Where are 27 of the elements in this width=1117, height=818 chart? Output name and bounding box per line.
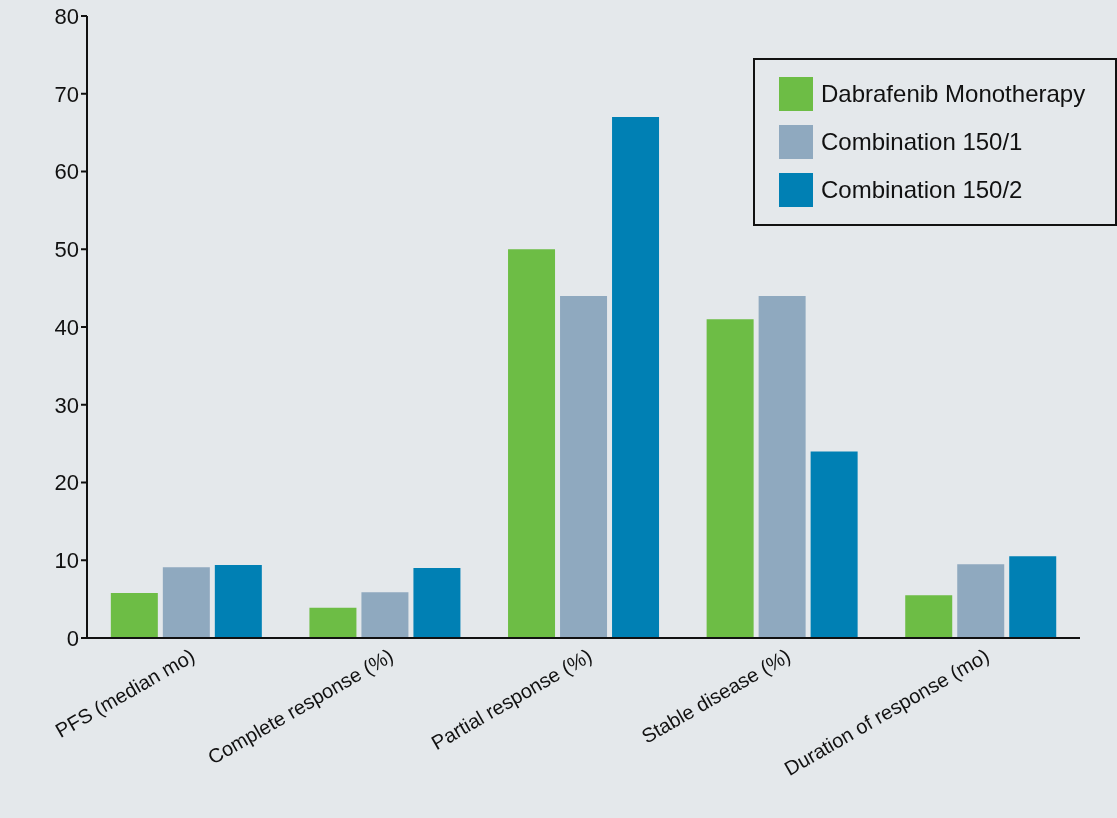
y-tick-label: 20 <box>54 470 79 496</box>
bar <box>560 295 608 638</box>
bar <box>810 451 858 638</box>
y-tick-label: 40 <box>54 314 79 340</box>
bar <box>508 249 556 638</box>
bar <box>905 595 953 638</box>
legend-label: Combination 150/1 <box>821 128 1023 156</box>
bar <box>612 117 660 638</box>
bar <box>361 592 409 638</box>
bar <box>162 567 210 638</box>
bar <box>214 564 262 638</box>
bar <box>110 592 158 638</box>
bar <box>1009 556 1057 638</box>
y-tick-label: 50 <box>54 237 79 263</box>
bar <box>413 568 461 638</box>
bar <box>309 607 357 638</box>
y-tick-label: 60 <box>54 159 79 185</box>
y-tick-label: 10 <box>54 548 79 574</box>
y-tick-label: 0 <box>66 625 79 651</box>
y-tick-label: 30 <box>54 392 79 418</box>
bar <box>706 319 754 638</box>
bar <box>758 295 806 638</box>
bar <box>957 564 1005 638</box>
y-tick-label: 70 <box>54 81 79 107</box>
y-tick-label: 80 <box>54 3 79 29</box>
legend-label: Dabrafenib Monotherapy <box>821 80 1086 108</box>
legend-label: Combination 150/2 <box>821 176 1023 204</box>
